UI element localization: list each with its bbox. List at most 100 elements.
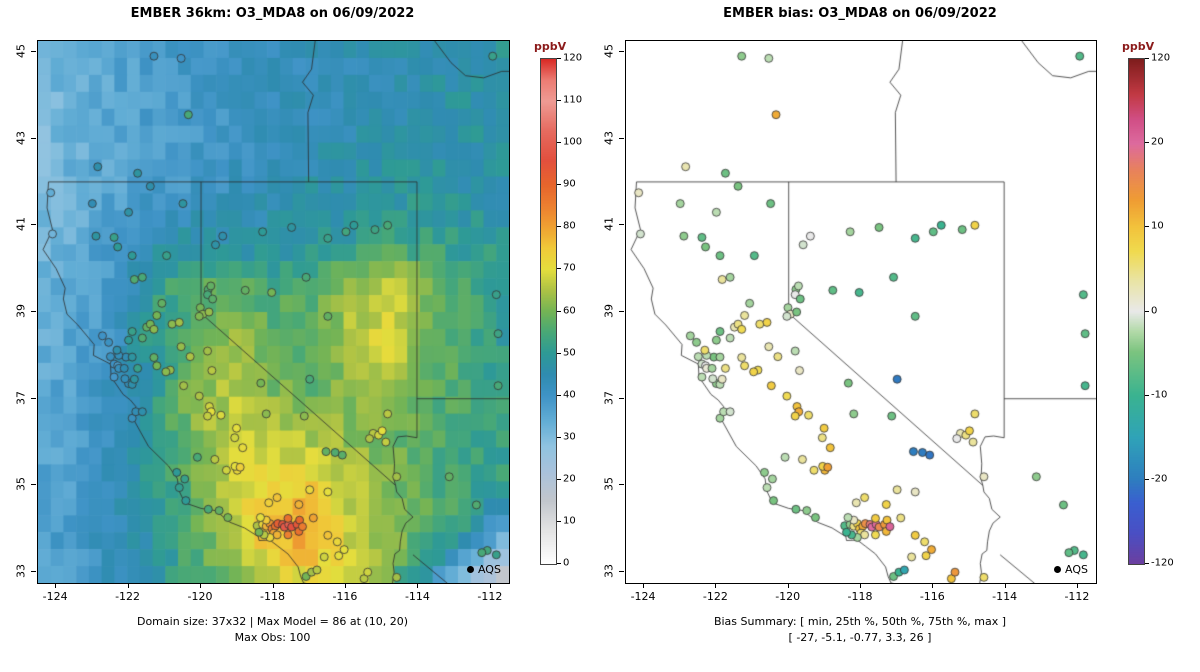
colorbar-tick-mark xyxy=(557,352,561,354)
left-caption-line1: Domain size: 37x32 | Max Model = 86 at (… xyxy=(136,615,408,628)
aqs-dot-icon xyxy=(1054,566,1062,574)
left-map-plot: AQS xyxy=(37,40,510,584)
y-tick-mark xyxy=(31,484,36,486)
aqs-legend: AQS xyxy=(1054,563,1088,576)
colorbar-tick-label: 120 xyxy=(563,52,583,64)
x-tick-label: -112 xyxy=(477,590,503,603)
x-tick-label: -118 xyxy=(847,590,873,603)
y-tick-mark xyxy=(31,50,36,52)
y-tick-mark xyxy=(619,224,624,226)
colorbar-tick-mark xyxy=(1145,310,1149,312)
colorbar-tick-mark xyxy=(557,478,561,480)
right-map-plot: AQS xyxy=(625,40,1097,584)
colorbar-tick-mark xyxy=(557,520,561,522)
colorbar-tick-mark xyxy=(1145,563,1149,564)
colorbar-tick-mark xyxy=(557,142,561,144)
x-tick-mark xyxy=(715,583,717,588)
right-caption-line2: [ -27, -5.1, -0.77, 3.3, 26 ] xyxy=(788,631,932,644)
y-tick-label: 39 xyxy=(602,304,616,318)
colorbar-tick-mark xyxy=(557,394,561,396)
colorbar-tick-label: 0 xyxy=(1151,305,1158,316)
x-tick-label: -120 xyxy=(775,590,801,603)
y-tick-mark xyxy=(31,397,36,399)
colorbar-tick-label: 20 xyxy=(563,473,576,485)
y-tick-label: 45 xyxy=(602,43,616,58)
colorbar-tick-mark xyxy=(1145,142,1149,144)
left-panel-title: EMBER 36km: O3_MDA8 on 06/09/2022 xyxy=(130,6,415,21)
y-tick-label: 45 xyxy=(14,43,28,58)
colorbar-tick-mark xyxy=(1145,226,1149,228)
y-tick-label: 41 xyxy=(602,217,616,232)
x-tick-mark xyxy=(1076,583,1078,588)
left-caption-line2: Max Obs: 100 xyxy=(234,631,311,644)
x-tick-label: -114 xyxy=(404,590,430,603)
y-tick-mark xyxy=(619,311,624,312)
x-tick-label: -112 xyxy=(1064,590,1090,603)
colorbar-tick-mark xyxy=(557,563,561,564)
y-tick-mark xyxy=(619,137,624,139)
y-tick-label: 43 xyxy=(602,130,616,145)
y-tick-label: 33 xyxy=(602,564,616,579)
x-tick-label: -122 xyxy=(702,590,728,603)
colorbar-tick-mark xyxy=(557,436,561,438)
left-colorbar-unit: ppbV xyxy=(534,40,567,53)
y-tick-mark xyxy=(31,311,36,312)
x-tick-mark xyxy=(200,583,202,588)
y-tick-label: 35 xyxy=(14,477,28,492)
y-tick-mark xyxy=(31,137,36,139)
y-tick-mark xyxy=(31,571,36,573)
y-tick-mark xyxy=(619,484,624,486)
colorbar-tick-label: 60 xyxy=(563,305,576,316)
colorbar-tick-mark xyxy=(557,184,561,186)
colorbar-tick-label: 90 xyxy=(563,178,576,190)
y-tick-label: 43 xyxy=(14,130,28,145)
x-tick-mark xyxy=(127,583,129,588)
colorbar-tick-label: 30 xyxy=(563,431,576,443)
right-caption-line1: Bias Summary: [ min, 25th %, 50th %, 75t… xyxy=(713,615,1007,628)
y-tick-mark xyxy=(619,571,624,573)
colorbar-tick-mark xyxy=(557,226,561,228)
colorbar-tick-label: 80 xyxy=(563,220,576,232)
aqs-label: AQS xyxy=(1065,563,1089,577)
aqs-label: AQS xyxy=(477,563,501,577)
x-tick-mark xyxy=(272,583,274,588)
y-tick-label: 33 xyxy=(14,564,28,579)
colorbar-tick-mark xyxy=(557,58,561,59)
x-tick-label: -124 xyxy=(42,590,68,603)
colorbar-tick-mark xyxy=(1145,478,1149,480)
x-tick-label: -118 xyxy=(260,590,285,603)
y-tick-label: 37 xyxy=(602,390,616,405)
bias-scatter-canvas xyxy=(626,41,1096,583)
x-tick-mark xyxy=(344,583,346,588)
y-tick-label: 41 xyxy=(14,217,28,232)
colorbar-tick-label: 70 xyxy=(563,262,576,274)
colorbar-tick-label: 20 xyxy=(1151,136,1164,148)
x-tick-mark xyxy=(1004,583,1006,588)
colorbar-tick-label: 120 xyxy=(1151,52,1171,64)
x-tick-label: -116 xyxy=(919,590,945,603)
colorbar-tick-mark xyxy=(1145,394,1149,396)
y-tick-mark xyxy=(619,397,624,399)
x-tick-label: -114 xyxy=(992,590,1018,603)
colorbar-tick-mark xyxy=(557,268,561,270)
colorbar-tick-label: 10 xyxy=(1151,220,1164,232)
colorbar-tick-label: 40 xyxy=(563,389,576,401)
x-tick-mark xyxy=(932,583,934,588)
model-heatmap-canvas xyxy=(38,41,509,583)
colorbar-tick-label: 110 xyxy=(563,94,583,106)
x-tick-mark xyxy=(643,583,645,588)
right-colorbar-unit: ppbV xyxy=(1122,40,1155,53)
right-panel-title: EMBER bias: O3_MDA8 on 06/09/2022 xyxy=(723,6,997,21)
x-tick-label: -124 xyxy=(630,590,656,603)
x-tick-label: -116 xyxy=(332,590,358,603)
y-tick-label: 37 xyxy=(14,390,28,405)
x-tick-mark xyxy=(55,583,57,588)
concentration-colorbar xyxy=(540,58,557,565)
x-tick-label: -120 xyxy=(187,590,213,603)
aqs-legend: AQS xyxy=(466,563,501,577)
y-tick-mark xyxy=(619,50,624,52)
colorbar-tick-label: -120 xyxy=(1151,557,1174,569)
colorbar-tick-mark xyxy=(1145,58,1149,59)
x-tick-mark xyxy=(489,583,491,588)
